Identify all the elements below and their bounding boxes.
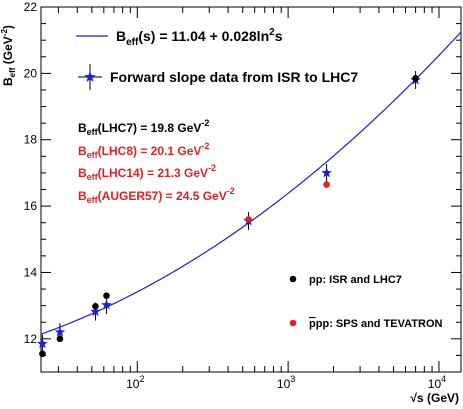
x-axis-title: √s (GeV) xyxy=(410,391,459,405)
forward-slope-point xyxy=(90,306,101,317)
y-tick-label: 12 xyxy=(24,332,38,346)
legend-data-marker xyxy=(78,64,102,90)
annotation-0: Beff(LHC7) = 19.8 GeV-2 xyxy=(78,118,209,137)
forward-slope-point xyxy=(321,167,332,178)
annotations: Beff(LHC7) = 19.8 GeV-2 Beff(LHC8) = 20.1… xyxy=(78,118,235,205)
key-pbarp-marker xyxy=(289,319,297,327)
y-tick-label: 20 xyxy=(24,66,38,80)
pp-point xyxy=(103,292,110,299)
y-tick-label: 14 xyxy=(24,265,38,279)
legend-data-label: Forward slope data from ISR to LHC7 xyxy=(110,69,358,85)
key-pbarp-label: ppp: SPS and TEVATRON xyxy=(309,318,443,330)
pp-point xyxy=(56,335,64,343)
star-icon xyxy=(84,71,96,82)
annotation-1: Beff(LHC8) = 20.1 GeV-2 xyxy=(78,141,209,160)
x-tick-label: 103 xyxy=(277,374,295,391)
x-axis: 102 103 104 xyxy=(57,7,446,391)
forward-slope-point xyxy=(37,338,48,349)
key-pp-label: pp: ISR and LHC7 xyxy=(309,274,402,286)
legend: Beff(s) = 11.04 + 0.028ln2s Forward slop… xyxy=(76,27,358,90)
pp-point xyxy=(412,75,419,82)
annotation-2: Beff(LHC14) = 21.3 GeV-2 xyxy=(78,163,216,182)
pp-point xyxy=(92,303,99,310)
y-axis: 12 14 16 18 20 22 xyxy=(24,0,461,373)
pbarp-point xyxy=(245,216,252,223)
y-tick-label: 16 xyxy=(24,199,38,213)
marker-key: pp: ISR and LHC7 ppp: SPS and TEVATRON xyxy=(289,274,443,330)
y-axis-title: Beff (GeV-2) xyxy=(0,25,17,86)
y-tick-label: 18 xyxy=(24,133,38,147)
legend-fit-label: Beff(s) = 11.04 + 0.028ln2s xyxy=(116,27,283,48)
y-tick-label: 22 xyxy=(24,0,38,14)
x-tick-label: 102 xyxy=(126,374,144,391)
pbarp-point xyxy=(323,181,330,188)
key-pp-marker xyxy=(289,275,297,283)
pp-point xyxy=(39,350,46,358)
forward-slope-point xyxy=(54,326,66,337)
forward-slope-point xyxy=(101,299,112,310)
annotation-3: Beff(AUGER57) = 24.5 GeV-2 xyxy=(78,186,235,205)
x-tick-label: 104 xyxy=(428,374,446,391)
points-layer xyxy=(37,71,421,358)
